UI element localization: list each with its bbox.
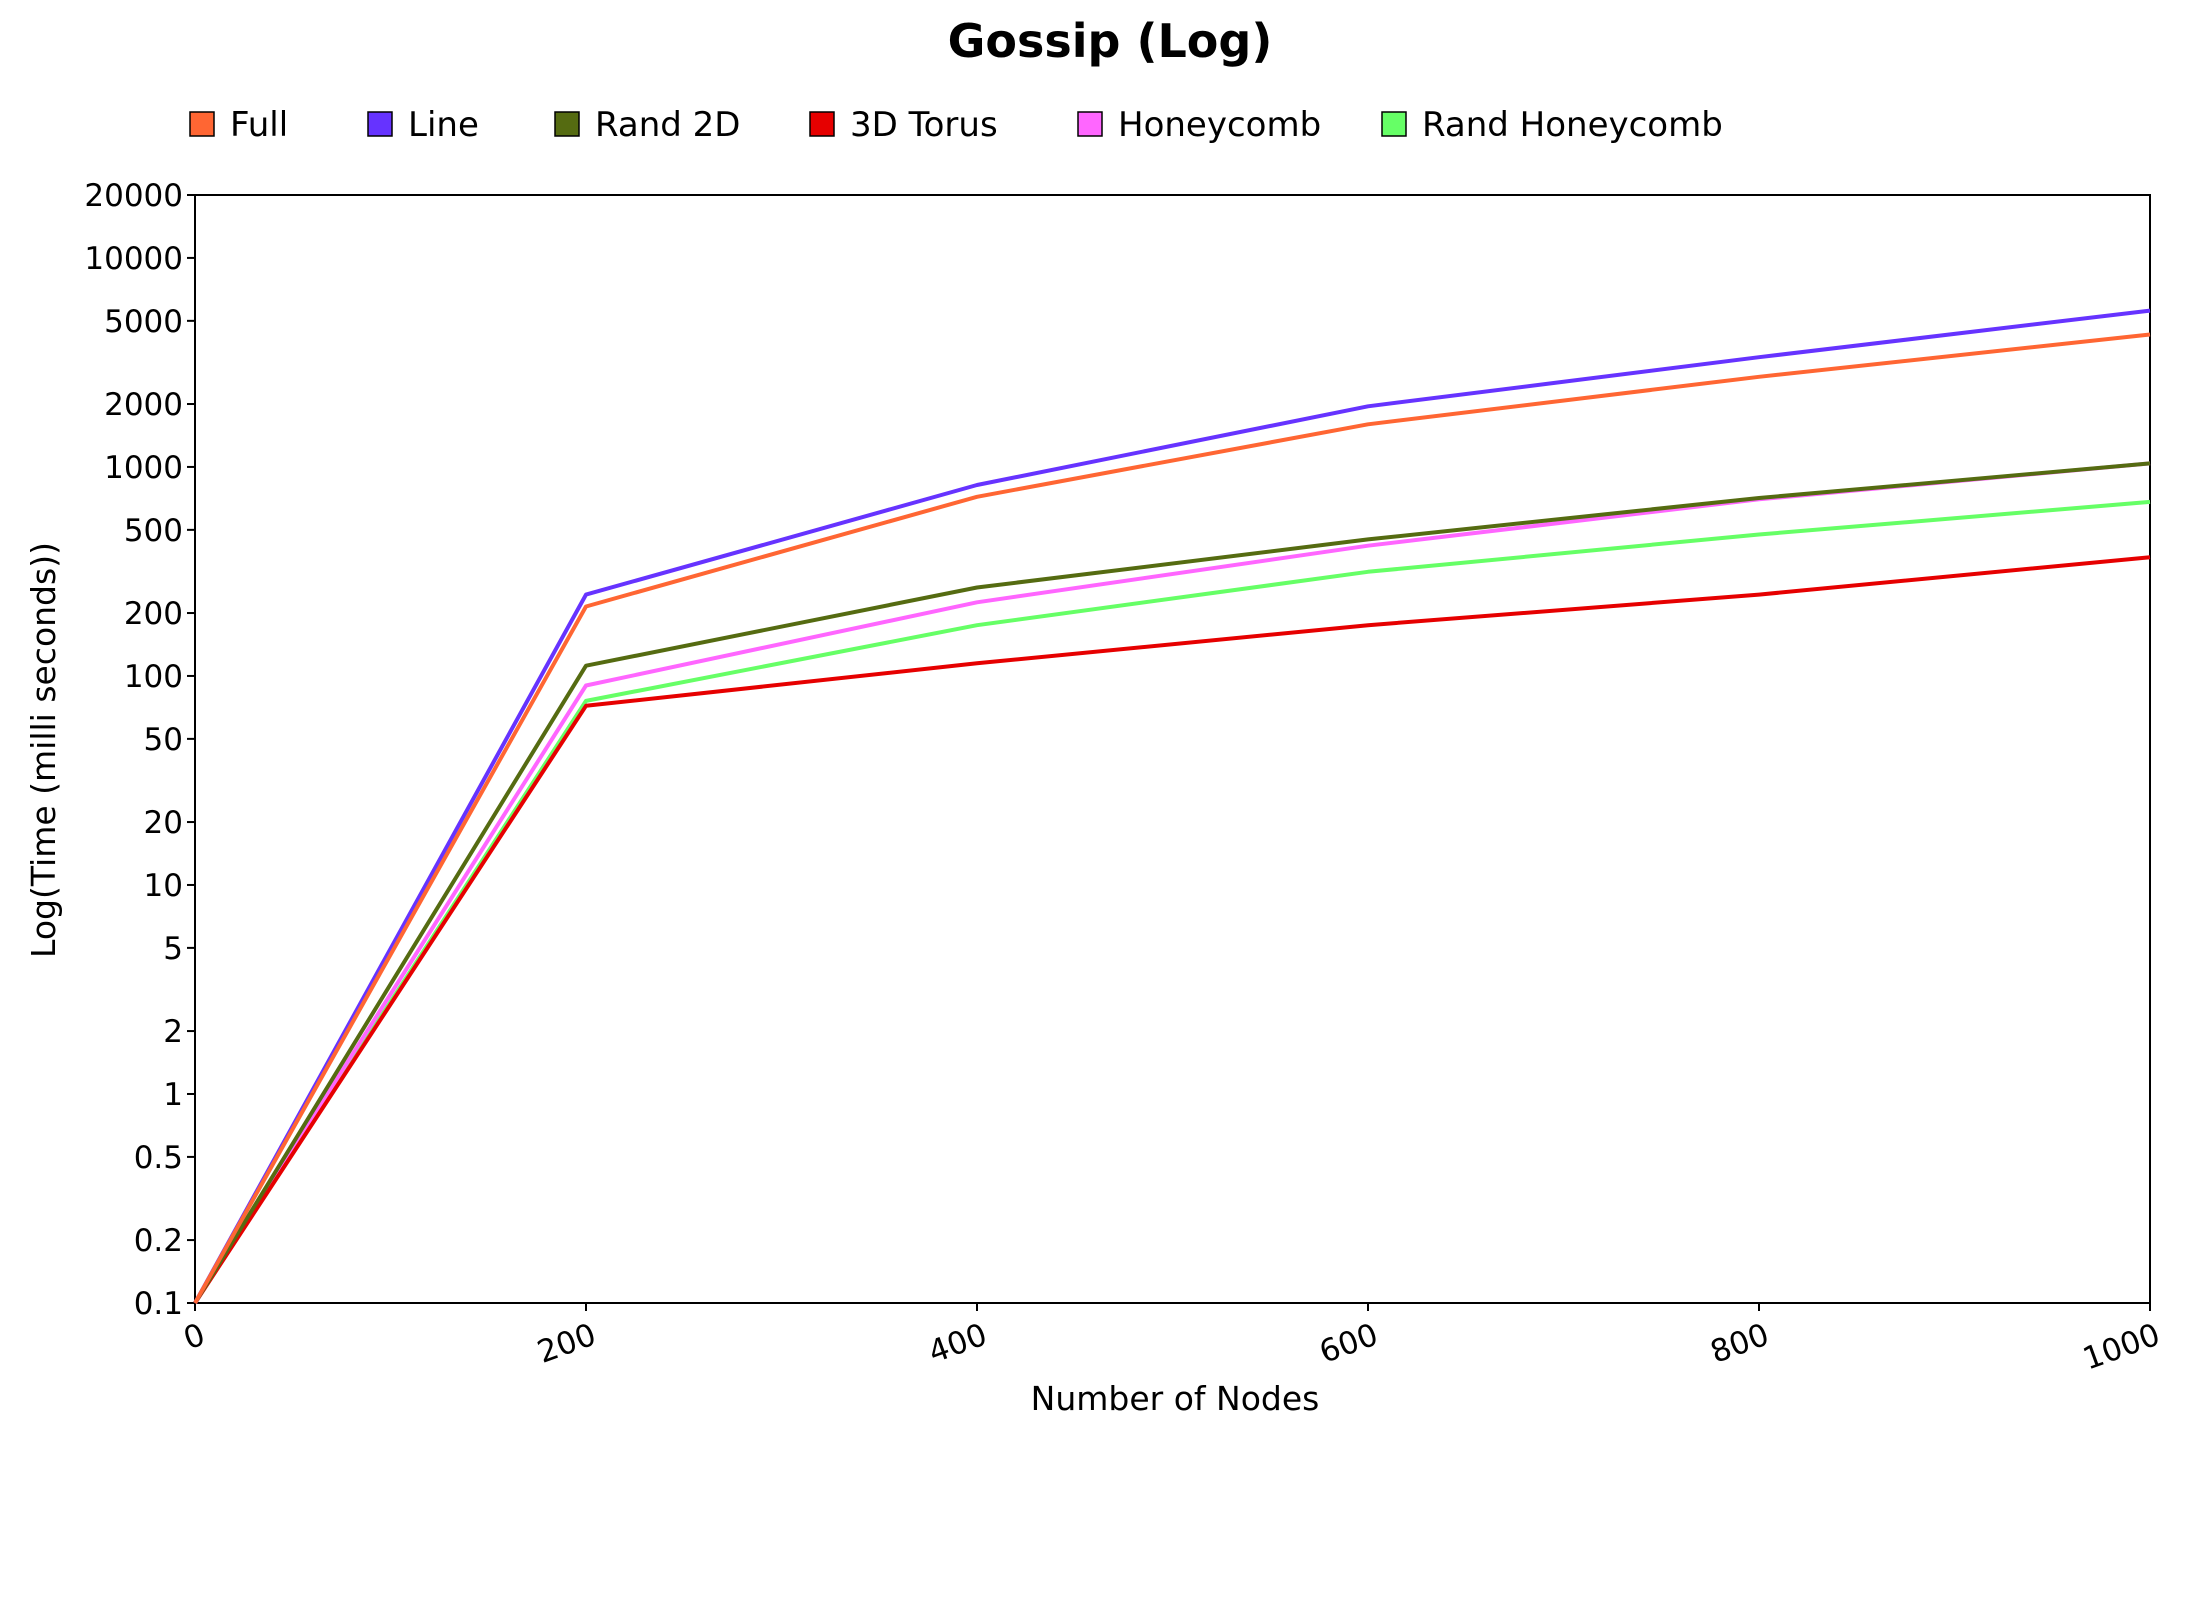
x-tick-label: 200 — [533, 1317, 601, 1371]
y-tick-label: 200 — [124, 596, 183, 632]
plot-area — [194, 194, 2151, 1304]
y-tick-label: 2 — [163, 1014, 183, 1050]
x-axis: 0 200 400 600 800 1000 — [179, 1303, 2165, 1378]
series-line-full — [193, 332, 2151, 1304]
legend-item-rand-2d: Rand 2D — [554, 105, 740, 145]
y-tick-label: 1 — [163, 1077, 183, 1113]
y-tick-label: 20 — [144, 805, 183, 841]
legend-label: 3D Torus — [850, 105, 998, 145]
y-tick-label: 20000 — [84, 178, 183, 214]
legend-label: Rand Honeycomb — [1422, 105, 1723, 145]
legend-item-full: Full — [189, 105, 288, 145]
legend-label: Rand 2D — [595, 105, 740, 145]
y-tick-label: 2000 — [104, 387, 183, 423]
y-tick-label: 0.2 — [134, 1223, 183, 1259]
legend-swatch — [1077, 111, 1103, 137]
legend-item-rand-honeycomb: Rand Honeycomb — [1381, 105, 1723, 145]
series-lines — [193, 308, 2151, 1305]
series-line-honeycomb — [193, 461, 2151, 1305]
legend-item-line: Line — [367, 105, 479, 145]
legend-swatch — [367, 111, 393, 137]
y-tick-label: 5 — [163, 931, 183, 967]
legend: Full Line Rand 2D 3D Torus Honeycomb Rand Hon… — [189, 105, 1723, 145]
y-tick-label: 100 — [124, 659, 183, 695]
legend-swatch — [1381, 111, 1407, 137]
legend-label: Honeycomb — [1118, 105, 1321, 145]
y-tick-label: 50 — [144, 722, 183, 758]
series-line-line — [193, 308, 2151, 1304]
x-tick-label: 800 — [1706, 1317, 1774, 1371]
legend-label: Line — [408, 105, 479, 145]
y-axis: 0.1 0.2 0.5 1 2 5 10 20 50 100 200 500 1000 2000 5000 1… — [84, 178, 195, 1322]
series-line-3d-torus — [193, 555, 2151, 1305]
x-tick-label: 0 — [179, 1317, 210, 1358]
chart-title: Gossip (Log) — [948, 14, 1273, 68]
legend-item-3d-torus: 3D Torus — [809, 105, 998, 145]
y-axis-label: Log(Time (milli seconds)) — [24, 542, 63, 958]
y-tick-label: 10 — [144, 868, 183, 904]
x-tick-label: 1000 — [2078, 1317, 2164, 1378]
y-tick-label: 0.5 — [134, 1140, 183, 1176]
x-tick-label: 400 — [924, 1317, 992, 1371]
y-tick-label: 0.1 — [134, 1286, 183, 1322]
legend-swatch — [189, 111, 215, 137]
y-tick-label: 10000 — [84, 241, 183, 277]
series-line-rand-honeycomb — [193, 499, 2151, 1305]
series-line-rand-2d — [193, 461, 2151, 1305]
x-tick-label: 600 — [1315, 1317, 1383, 1371]
legend-swatch — [809, 111, 835, 137]
legend-item-honeycomb: Honeycomb — [1077, 105, 1321, 145]
y-tick-label: 500 — [124, 513, 183, 549]
x-axis-label: Number of Nodes — [1031, 1379, 1320, 1418]
legend-swatch — [554, 111, 580, 137]
y-tick-label: 5000 — [104, 304, 183, 340]
y-tick-label: 1000 — [104, 450, 183, 486]
legend-label: Full — [230, 105, 288, 145]
